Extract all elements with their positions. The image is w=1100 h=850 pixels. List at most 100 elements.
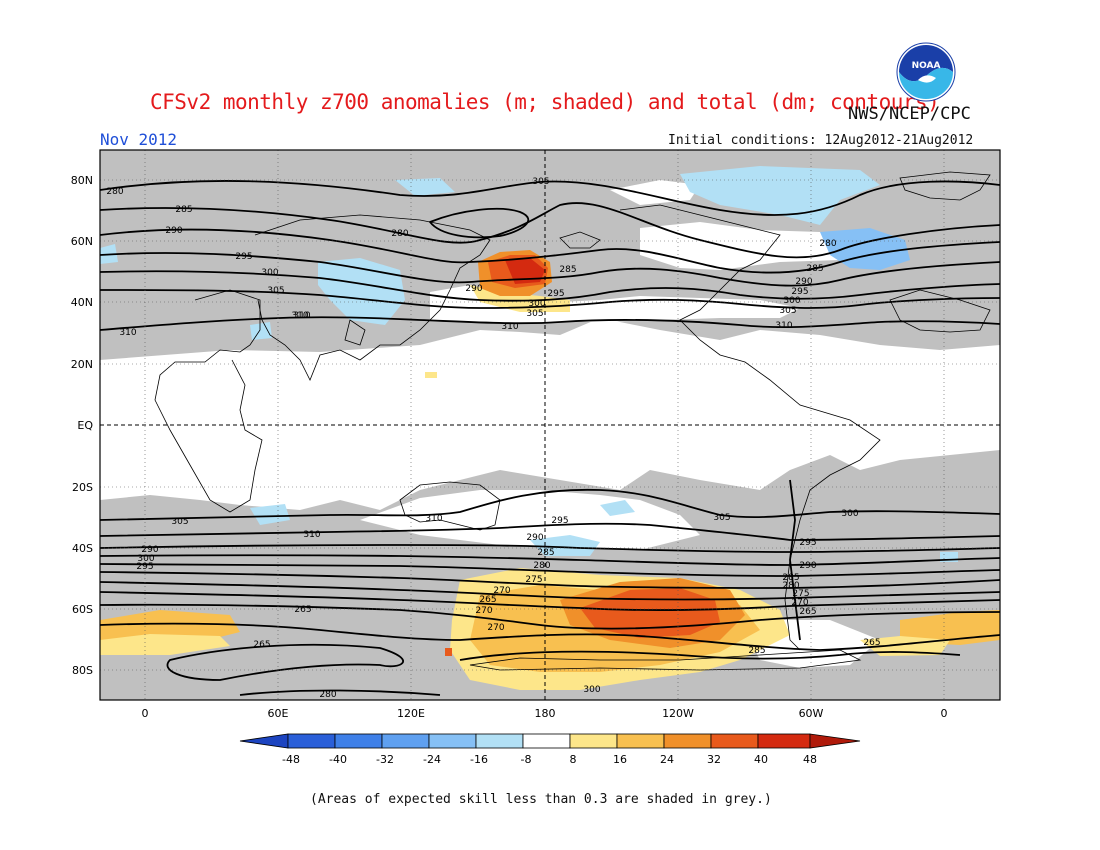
contour-label: 275 [792, 589, 809, 599]
contour-label: 290 [795, 277, 812, 287]
lat-label: 60S [72, 603, 93, 616]
contour-label: 285 [175, 205, 192, 215]
map-frame [99, 149, 1001, 701]
contour-label: 265 [253, 640, 270, 650]
contour-label: 265 [294, 605, 311, 615]
lat-label: 60N [71, 235, 93, 248]
colorbar-swatch [616, 733, 665, 749]
colorbar-swatch [475, 733, 524, 749]
contour-label: 310 [425, 514, 442, 524]
contour-label: 305 [713, 513, 730, 523]
contour-label: 265 [799, 607, 816, 617]
colorbar-ticks: -48 -40 -32 -24 -16 -8 8 16 24 32 40 48 [282, 753, 817, 766]
lat-label: 80N [71, 174, 93, 187]
grid-lines [100, 150, 1000, 700]
contour-label: 300 [841, 509, 858, 519]
contour-label: 310 [501, 322, 518, 332]
reference-lines [100, 150, 1000, 700]
contour-label: 280 [533, 561, 550, 571]
contour-label: 290 [465, 284, 482, 294]
contour-label: 280 [391, 229, 408, 239]
colorbar-swatch [428, 733, 477, 749]
colorbar-swatch [381, 733, 430, 749]
lat-label: 40S [72, 542, 93, 555]
lon-label: 120W [662, 707, 694, 720]
contour-label: 305 [526, 309, 543, 319]
colorbar-tick: -24 [423, 753, 441, 766]
contour-label: 295 [791, 287, 808, 297]
contour-label: 265 [863, 638, 880, 648]
colorbar-swatch [287, 733, 336, 749]
longitude-labels: 0 60E 120E 180 120W 60W 0 [142, 707, 948, 720]
contour-label: 300 [528, 299, 545, 309]
chart-title: CFSv2 monthly z700 anomalies (m; shaded)… [150, 90, 940, 114]
contour-label: 300 [583, 685, 600, 695]
contour-label: 300 [261, 268, 278, 278]
contour-label: 275 [525, 575, 542, 585]
contour-label: 305 [267, 286, 284, 296]
colorbar-swatch [569, 733, 618, 749]
colorbar-tick: -40 [329, 753, 347, 766]
contour-label: 280 [782, 581, 799, 591]
contour-label: 265 [479, 595, 496, 605]
contour-label: 280 [106, 187, 123, 197]
contour-label: 285 [806, 264, 823, 274]
contour-label: 305 [779, 306, 796, 316]
colorbar-end-high [809, 733, 861, 749]
height-contours [100, 180, 1000, 696]
lat-label: 20N [71, 358, 93, 371]
colorbar-tick: 40 [754, 753, 768, 766]
contour-label: 285 [559, 265, 576, 275]
contour-label: 310 [303, 530, 320, 540]
contour-label: 270 [487, 623, 504, 633]
colorbar-swatch [522, 733, 571, 749]
contour-labels: 280 285 290 295 300 305 310 280 285 290 … [106, 177, 880, 700]
contour-label: 295 [235, 252, 252, 262]
lat-label: 80S [72, 664, 93, 677]
colorbar-swatch [663, 733, 712, 749]
lon-label: 60W [799, 707, 824, 720]
noaa-logo-text: NOAA [912, 61, 941, 71]
contour-label: 290 [526, 533, 543, 543]
colorbar-tick: -16 [470, 753, 488, 766]
lat-label: 40N [71, 296, 93, 309]
low-skill-shading [100, 150, 1000, 700]
lon-label: 120E [397, 707, 425, 720]
contour-label: 280 [319, 690, 336, 700]
positive-anomalies [100, 250, 1000, 690]
colorbar-swatch [710, 733, 759, 749]
contour-label: 295 [551, 516, 568, 526]
contour-label: 285 [782, 573, 799, 583]
colorbar-tick: -8 [521, 753, 532, 766]
skill-regions [100, 180, 1000, 668]
colorbar-tick: 32 [707, 753, 721, 766]
negative-anomalies [100, 166, 958, 562]
colorbar-end-low [239, 733, 289, 749]
colorbar-tick: 8 [570, 753, 577, 766]
lat-label: 20S [72, 481, 93, 494]
contour-label: 290 [165, 226, 182, 236]
contour-label: 305 [171, 517, 188, 527]
lat-label: EQ [77, 419, 93, 432]
contour-label: 290 [799, 561, 816, 571]
contour-label: 280 [819, 239, 836, 249]
contour-label: 290 [141, 545, 158, 555]
colorbar-tick: 24 [660, 753, 674, 766]
agency-label: NWS/NCEP/CPC [848, 104, 971, 124]
contour-label: 310 [775, 321, 792, 331]
contour-label: 310 [291, 311, 308, 321]
contour-label: 270 [791, 598, 808, 608]
contour-label: 295 [547, 289, 564, 299]
contour-label: 270 [493, 586, 510, 596]
contour-label: 270 [475, 606, 492, 616]
contour-label: 300 [783, 296, 800, 306]
lon-label: 0 [941, 707, 948, 720]
contour-label: 285 [748, 646, 765, 656]
forecast-month: Nov 2012 [100, 130, 178, 149]
noaa-logo: NOAA [896, 42, 956, 102]
skill-note: (Areas of expected skill less than 0.3 a… [310, 792, 772, 807]
contour-label: 305 [532, 177, 549, 187]
coastlines [154, 171, 991, 671]
initial-conditions: Initial conditions: 12Aug2012-21Aug2012 [668, 133, 974, 148]
contour-label: 285 [537, 548, 554, 558]
